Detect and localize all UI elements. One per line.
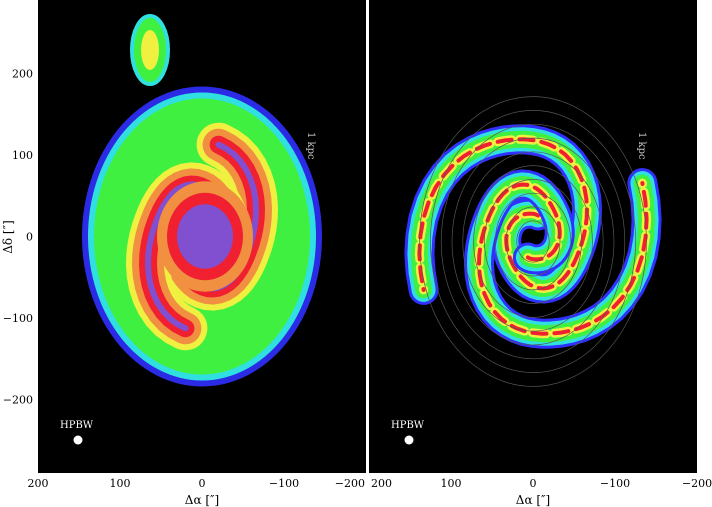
spiral-arm (417, 137, 590, 292)
x-axis-label-right: Δα [″] (516, 493, 550, 507)
contour (494, 192, 572, 291)
scale-bar-label-right: 1 kpc (636, 132, 647, 160)
contour (516, 220, 550, 263)
y-tick-label: 200 (12, 67, 33, 80)
beam-label-right: HPBW (391, 420, 425, 431)
x-tick-label: 0 (530, 477, 537, 490)
contour (473, 165, 593, 318)
x-tick-label: 100 (441, 477, 462, 490)
contour (430, 110, 636, 373)
contour (451, 137, 615, 346)
x-tick-label: 0 (199, 477, 206, 490)
y-axis-label: Δδ [″] (1, 220, 15, 254)
beam-label-left: HPBW (60, 420, 94, 431)
contour (484, 179, 582, 304)
x-tick-label: 200 (28, 477, 49, 490)
nucleus (177, 204, 233, 269)
spiral-arm (476, 181, 649, 336)
x-tick-label: 100 (110, 477, 131, 490)
y-tick-label: 100 (12, 149, 33, 162)
y-tick-label: −200 (3, 394, 33, 407)
x-tick-label: −100 (269, 477, 299, 490)
scale-bar-label-left: 1 kpc (305, 132, 316, 160)
axes: 200 100 0 −100 −200 200 100 0 −100 −200 200 100 0 −10… (3, 67, 712, 490)
beam-marker-left (73, 435, 83, 445)
left-galaxy-map (82, 14, 322, 387)
right-galaxy-map (404, 96, 662, 387)
companion-arm (141, 30, 159, 70)
x-axis-label-left: Δα [″] (185, 493, 219, 507)
y-tick-label: 0 (26, 231, 33, 244)
contour (505, 206, 561, 277)
contour (462, 151, 604, 332)
contour (419, 96, 647, 387)
x-tick-label: 200 (371, 477, 392, 490)
x-tick-label: −200 (335, 477, 365, 490)
contour (440, 123, 626, 360)
beam-marker-right (404, 435, 414, 445)
x-tick-label: −100 (600, 477, 630, 490)
x-tick-label: −200 (682, 477, 712, 490)
y-tick-label: −100 (3, 312, 33, 325)
